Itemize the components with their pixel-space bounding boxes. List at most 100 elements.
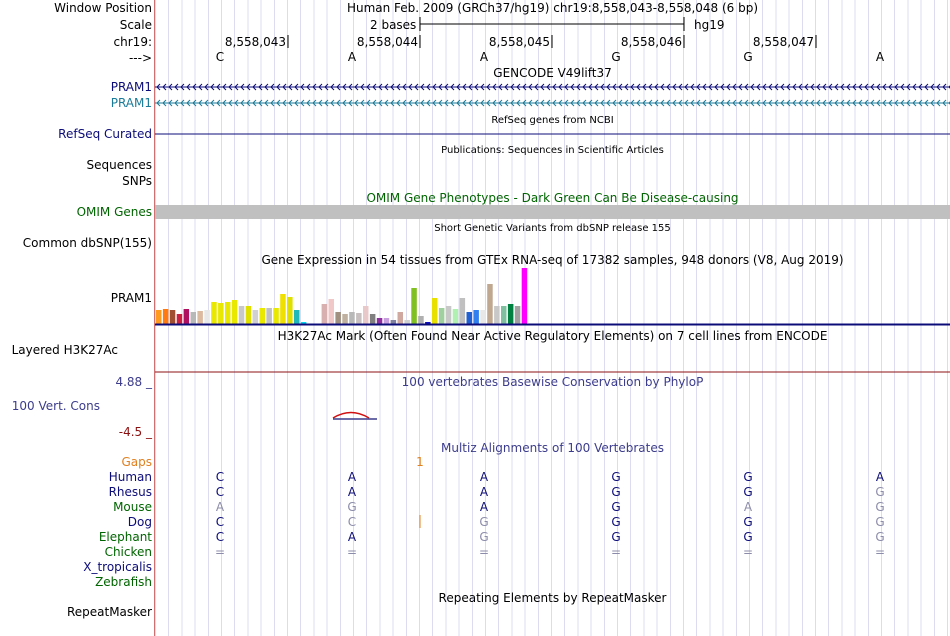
snps-track-label[interactable]: SNPs <box>122 174 152 188</box>
strand-chevron <box>606 99 611 107</box>
strand-chevron <box>756 83 761 91</box>
strand-chevron <box>552 99 557 107</box>
gtex-track-label[interactable]: PRAM1 <box>110 291 152 305</box>
strand-chevron <box>792 99 797 107</box>
strand-chevron <box>174 83 179 91</box>
dbsnp-track-label[interactable]: Common dbSNP(155) <box>22 236 152 250</box>
position-label-1: 8,558,044 <box>356 35 418 49</box>
strand-chevron <box>312 83 317 91</box>
h3k27ac-track-label[interactable]: Layered H3K27Ac <box>11 343 118 357</box>
strand-chevron <box>456 99 461 107</box>
gtex-tissue-bar <box>487 284 493 324</box>
reference-base-5: A <box>875 50 885 64</box>
strand-chevron <box>522 83 527 91</box>
strand-chevron <box>786 83 791 91</box>
alignment-base: C <box>215 515 225 529</box>
phylop-track-label[interactable]: 100 Vert. Cons <box>11 399 100 413</box>
strand-chevron <box>276 83 281 91</box>
phylop-track-title: 100 vertebrates Basewise Conservation by… <box>401 375 704 389</box>
strand-chevron <box>318 83 323 91</box>
strand-chevron <box>522 99 527 107</box>
strand-chevron <box>264 83 269 91</box>
strand-chevron <box>660 83 665 91</box>
sequences-track-label[interactable]: Sequences <box>86 158 152 172</box>
gtex-tissue-bar <box>156 310 162 324</box>
gencode-gene1-label[interactable]: PRAM1 <box>110 80 152 94</box>
strand-chevron <box>216 99 221 107</box>
gtex-tissue-bar <box>473 310 479 324</box>
strand-chevron <box>360 83 365 91</box>
strand-chevron <box>330 99 335 107</box>
strand-chevron <box>948 85 950 89</box>
strand-chevron <box>294 83 299 91</box>
strand-chevron <box>696 99 701 107</box>
strand-chevron <box>870 99 875 107</box>
strand-chevron <box>516 83 521 91</box>
gtex-tissue-bar <box>218 303 224 324</box>
strand-chevron <box>396 83 401 91</box>
omim-track-label[interactable]: OMIM Genes <box>76 205 152 219</box>
strand-chevron <box>756 99 761 107</box>
strand-chevron <box>246 83 251 91</box>
gtex-tissue-bar <box>363 306 369 324</box>
strand-chevron <box>378 99 383 107</box>
gtex-tissue-bar <box>404 320 410 324</box>
strand-chevron <box>900 83 905 91</box>
alignment-base: G <box>611 515 621 529</box>
strand-chevron <box>888 99 893 107</box>
strand-chevron <box>684 83 689 91</box>
strand-chevron <box>510 99 515 107</box>
gtex-tissue-bar <box>231 300 238 324</box>
refseq-track-label[interactable]: RefSeq Curated <box>58 127 152 141</box>
strand-chevron <box>564 99 569 107</box>
strand-chevron <box>828 99 833 107</box>
strand-chevron <box>342 83 347 91</box>
strand-chevron <box>288 99 293 107</box>
strand-chevron <box>162 99 167 107</box>
strand-chevron <box>534 99 539 107</box>
strand-chevron <box>360 99 365 107</box>
strand-chevron <box>324 99 329 107</box>
gtex-tissue-bar <box>376 318 383 324</box>
strand-chevron <box>192 99 197 107</box>
strand-chevron <box>822 83 827 91</box>
gtex-tissue-bar <box>432 298 438 324</box>
scale-bar-text: 2 bases <box>370 18 417 32</box>
alignment-base: C <box>215 470 225 484</box>
strand-chevron <box>474 83 479 91</box>
gtex-tissue-bar <box>259 308 265 324</box>
reference-base-1: A <box>347 50 357 64</box>
alignment-base: G <box>743 530 753 544</box>
strand-chevron <box>204 83 209 91</box>
strand-chevron <box>558 99 563 107</box>
strand-chevron <box>378 83 383 91</box>
strand-chevron <box>888 83 893 91</box>
gencode-gene2-label[interactable]: PRAM1 <box>110 96 152 110</box>
strand-chevron <box>858 83 863 91</box>
sidebar-divider <box>154 0 155 636</box>
strand-chevron <box>708 83 713 91</box>
species-label-human: Human <box>108 470 152 484</box>
alignment-base: C <box>215 530 225 544</box>
strand-chevron <box>642 83 647 91</box>
strand-chevron <box>210 83 215 91</box>
genome-track-area[interactable]: Human Feb. 2009 (GRCh37/hg19) chr19:8,55… <box>155 0 950 636</box>
strand-chevron <box>600 99 605 107</box>
strand-chevron <box>192 83 197 91</box>
strand-chevron <box>864 83 869 91</box>
strand-chevron <box>498 99 503 107</box>
strand-label: ---> <box>128 51 152 65</box>
strand-chevron <box>942 99 947 107</box>
strand-chevron <box>678 99 683 107</box>
strand-chevron <box>540 99 545 107</box>
strand-chevron <box>342 99 347 107</box>
alignment-base: C <box>215 485 225 499</box>
strand-chevron <box>228 83 233 91</box>
repeatmasker-track-label[interactable]: RepeatMasker <box>66 605 152 619</box>
species-label-zebrafish: Zebrafish <box>95 575 152 589</box>
strand-chevron <box>222 99 227 107</box>
strand-chevron <box>582 99 587 107</box>
strand-chevron <box>672 99 677 107</box>
dbsnp-track-title: Short Genetic Variants from dbSNP releas… <box>434 223 671 234</box>
chrom-label: chr19: <box>113 35 152 49</box>
